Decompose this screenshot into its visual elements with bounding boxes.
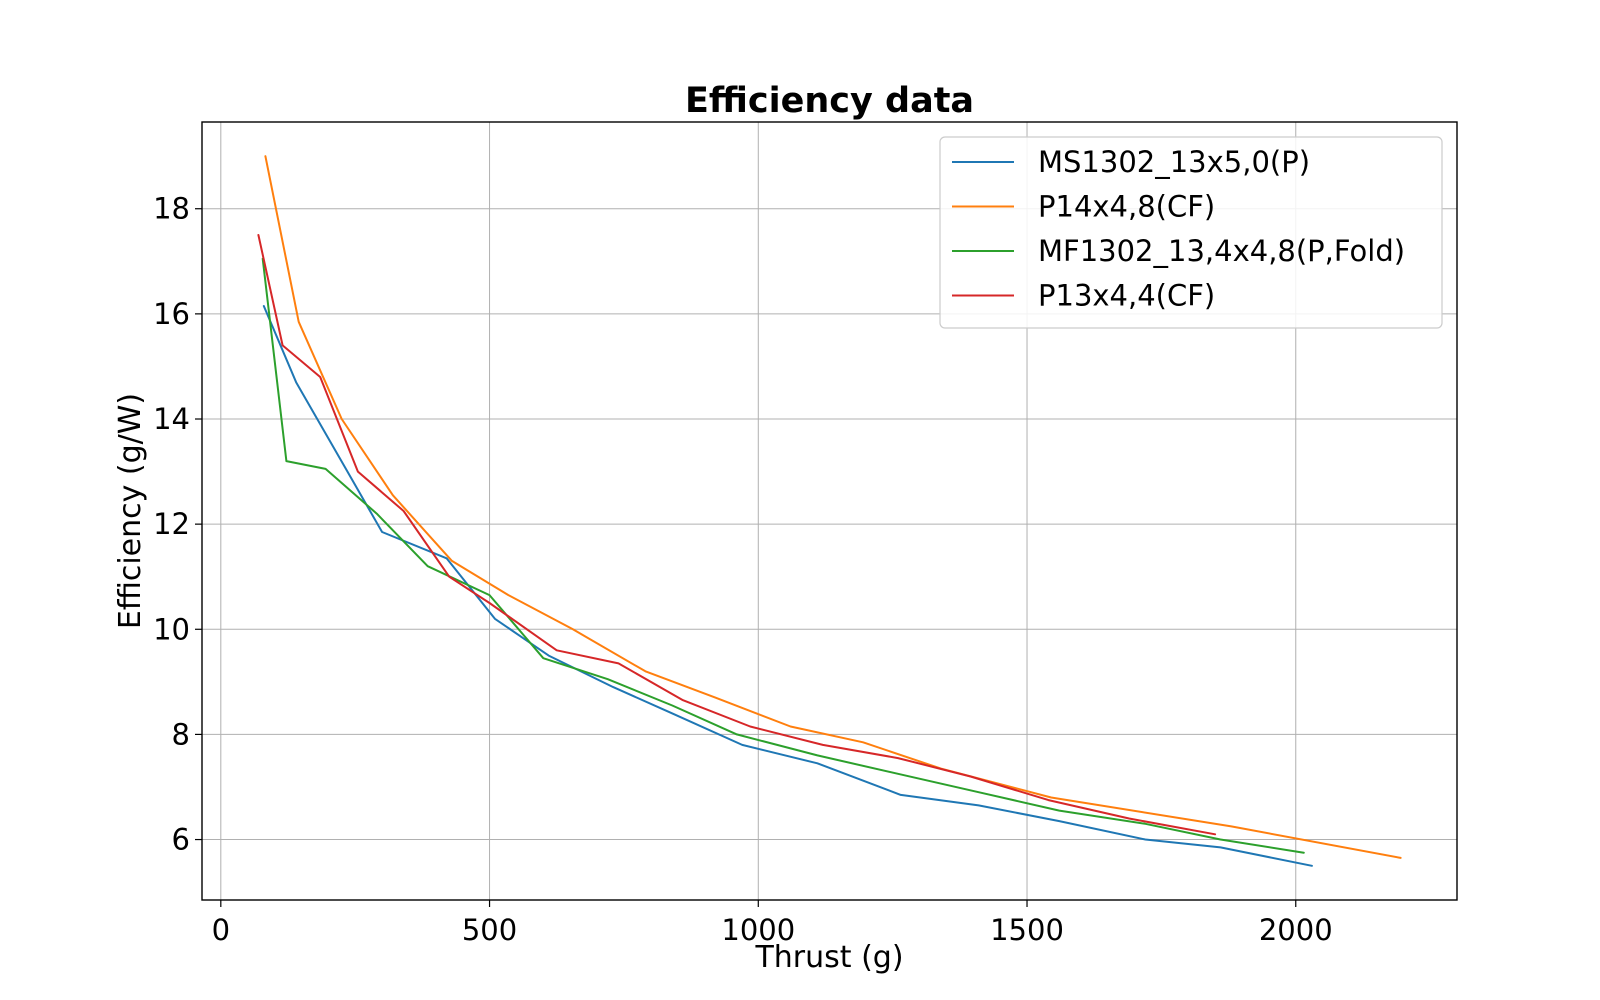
series-line-3 — [261, 257, 1305, 854]
y-tick-label: 6 — [172, 823, 190, 857]
y-tick-label: 14 — [153, 402, 190, 436]
legend-label-4: P13x4,4(CF) — [1038, 279, 1215, 313]
x-axis-label: Thrust (g) — [754, 940, 903, 975]
y-axis-label: Efficiency (g/W) — [113, 393, 148, 629]
x-tick-label: 500 — [462, 913, 517, 947]
x-tick-label: 1000 — [721, 913, 795, 947]
legend-label-3: MF1302_13,4x4,8(P,Fold) — [1038, 234, 1405, 268]
y-tick-label: 10 — [153, 612, 190, 646]
chart-title: Efficiency data — [685, 81, 974, 121]
series-line-4 — [257, 234, 1217, 836]
series-group — [257, 155, 1402, 867]
legend-label-1: MS1302_13x5,0(P) — [1038, 145, 1310, 179]
axis-ticks: 0 500 1000 1500 2000 6 8 10 12 14 16 18 — [153, 192, 1333, 947]
legend-frame — [939, 136, 1443, 329]
legend-entries: MS1302_13x5,0(P) P14x4,8(CF) MF1302_13,4x4… — [952, 145, 1405, 313]
series-line-1 — [262, 305, 1313, 867]
y-tick-label: 18 — [153, 192, 190, 226]
series-line-2 — [264, 155, 1402, 859]
y-tick-label: 16 — [153, 297, 190, 331]
legend-label-2: P14x4,8(CF) — [1038, 190, 1215, 224]
x-tick-label: 1500 — [990, 913, 1064, 947]
plot-frame — [201, 121, 1458, 901]
y-tick-label: 12 — [153, 507, 190, 541]
x-tick-label: 2000 — [1259, 913, 1333, 947]
legend: MS1302_13x5,0(P) P14x4,8(CF) MF1302_13,4x4… — [939, 136, 1443, 329]
grid — [202, 122, 1457, 900]
y-tick-label: 8 — [172, 717, 190, 751]
x-tick-label: 0 — [212, 913, 230, 947]
